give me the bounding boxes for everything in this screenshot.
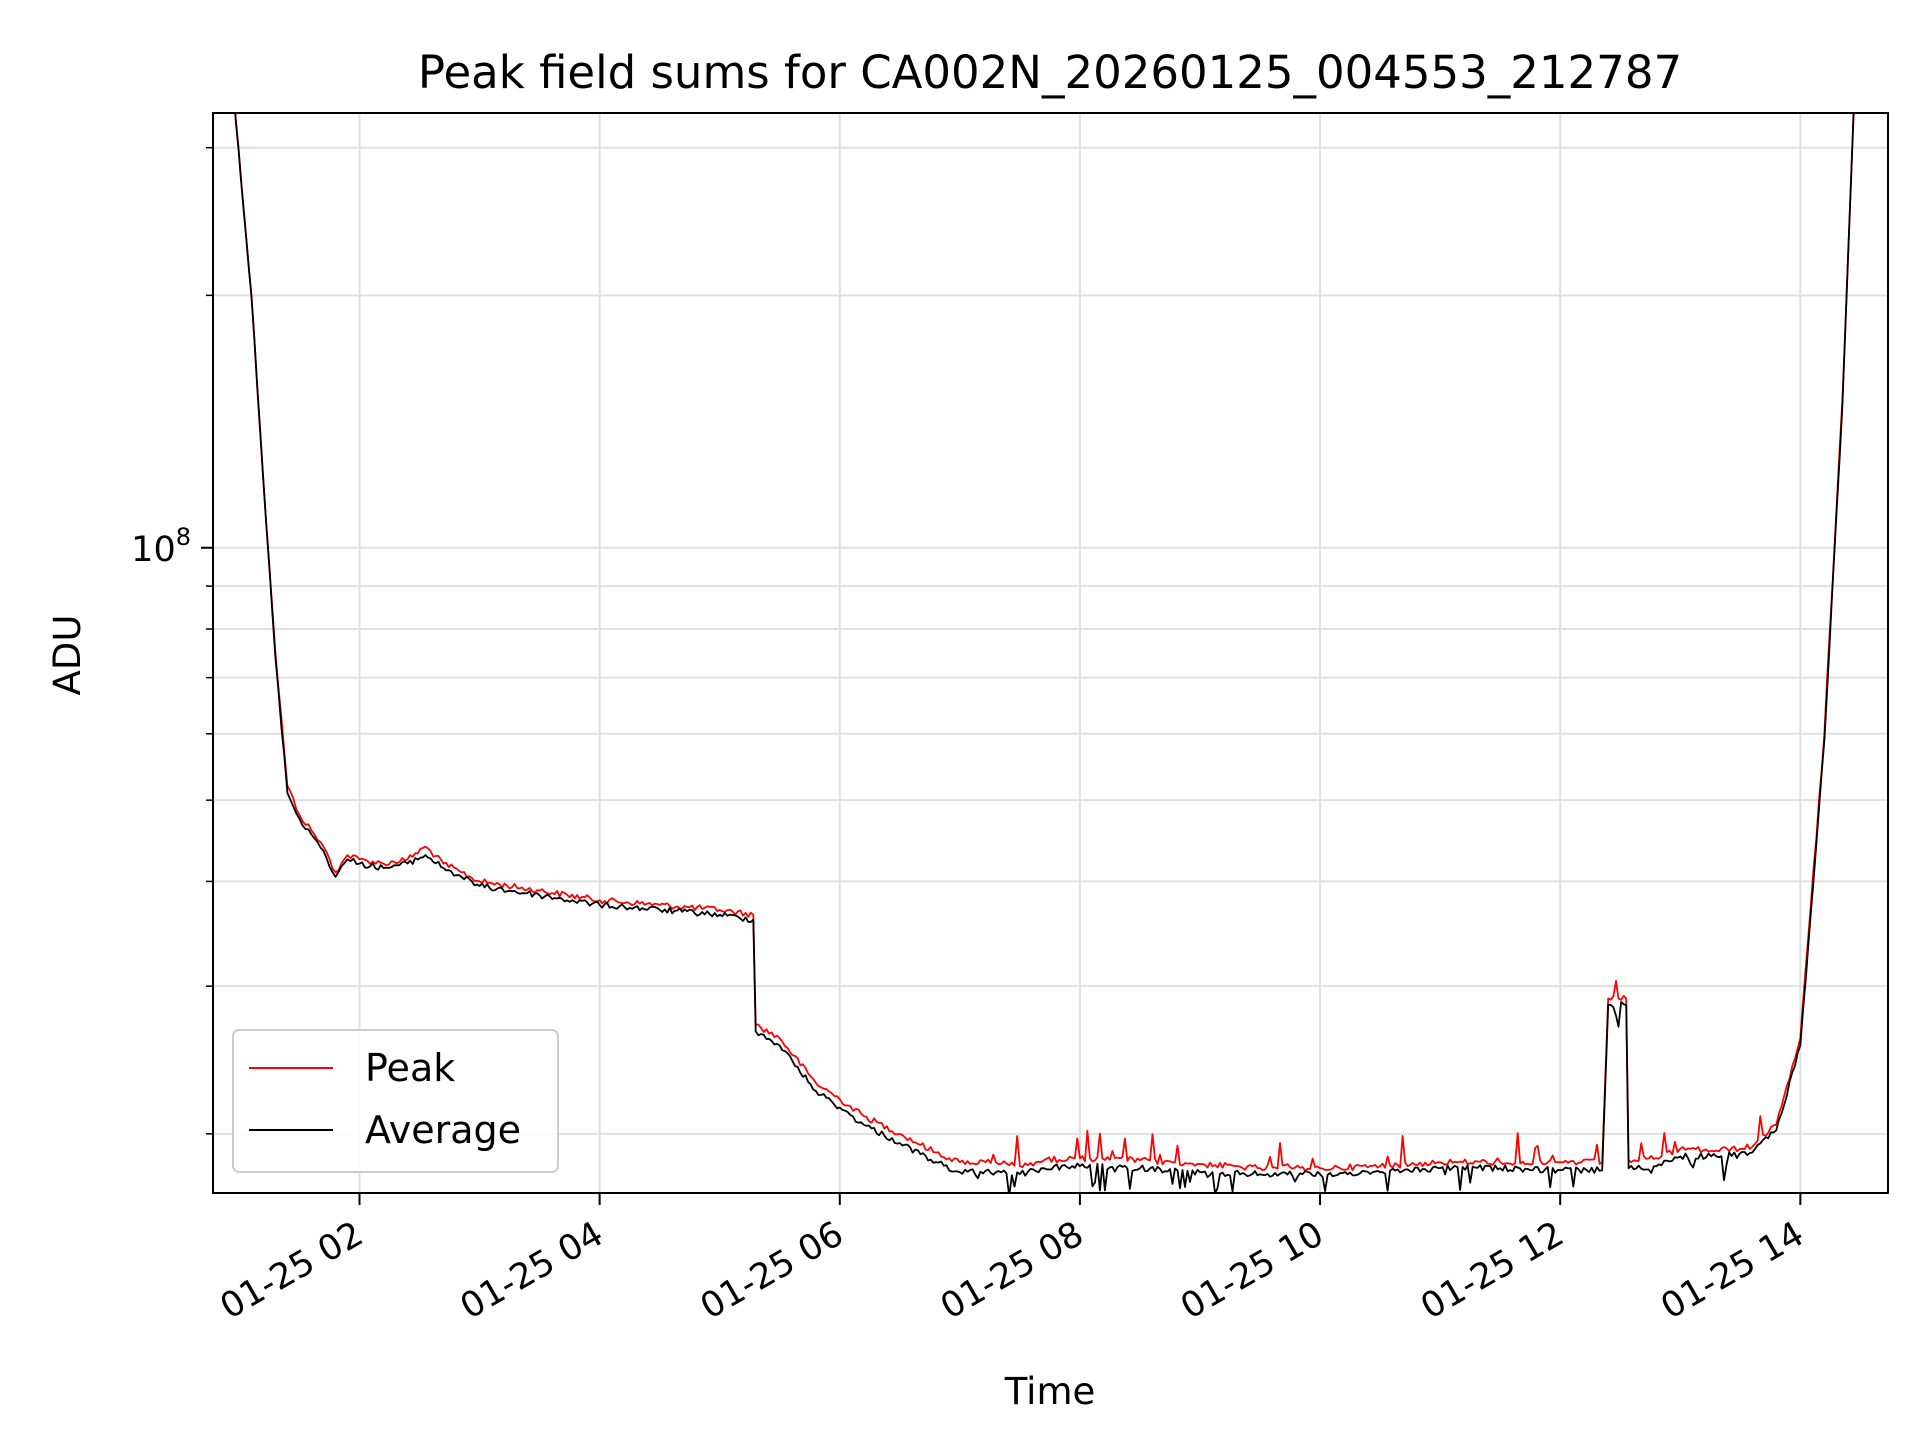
- y-tick-exponent: 8: [176, 523, 191, 551]
- legend: Peak Average: [232, 1029, 559, 1173]
- series-line-peak: [234, 113, 1855, 1172]
- legend-label-average: Average: [365, 1108, 521, 1152]
- chart-title: Peak field sums for CA002N_20260125_0045…: [418, 46, 1682, 99]
- series-group: [234, 113, 1855, 1193]
- x-axis-label: Time: [1004, 1370, 1096, 1413]
- series-line-average: [234, 113, 1855, 1193]
- legend-box: [232, 1029, 559, 1173]
- y-axis-label: ADU: [46, 615, 89, 696]
- legend-label-peak: Peak: [365, 1046, 455, 1090]
- grid: [213, 113, 1888, 1193]
- plot-frame: [212, 112, 1889, 1194]
